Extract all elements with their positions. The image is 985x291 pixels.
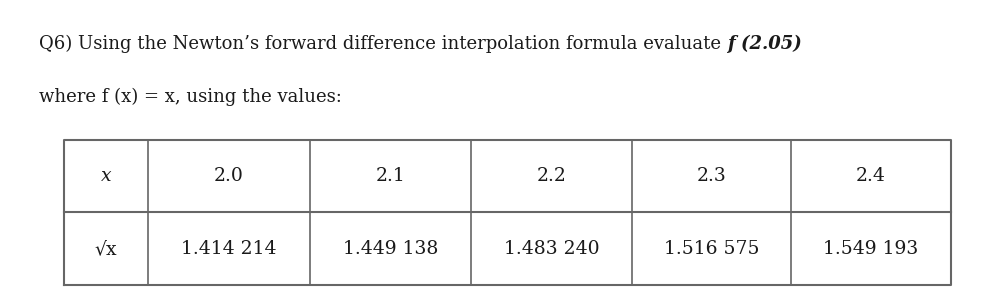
Text: √x: √x [95,240,117,258]
Text: 2.0: 2.0 [214,167,244,185]
Text: Q6) Using the Newton’s forward difference interpolation formula evaluate: Q6) Using the Newton’s forward differenc… [39,35,727,53]
Text: x: x [100,167,111,185]
Text: 2.1: 2.1 [375,167,405,185]
Text: 1.516 575: 1.516 575 [664,240,759,258]
Text: 1.549 193: 1.549 193 [823,240,918,258]
Text: 1.483 240: 1.483 240 [503,240,600,258]
Text: f (2.05): f (2.05) [727,35,802,53]
Text: 1.414 214: 1.414 214 [181,240,277,258]
Text: 2.2: 2.2 [537,167,566,185]
Text: 2.4: 2.4 [856,167,886,185]
Text: where f (x) = x, using the values:: where f (x) = x, using the values: [39,87,342,106]
Text: 1.449 138: 1.449 138 [343,240,438,258]
Text: 2.3: 2.3 [696,167,727,185]
